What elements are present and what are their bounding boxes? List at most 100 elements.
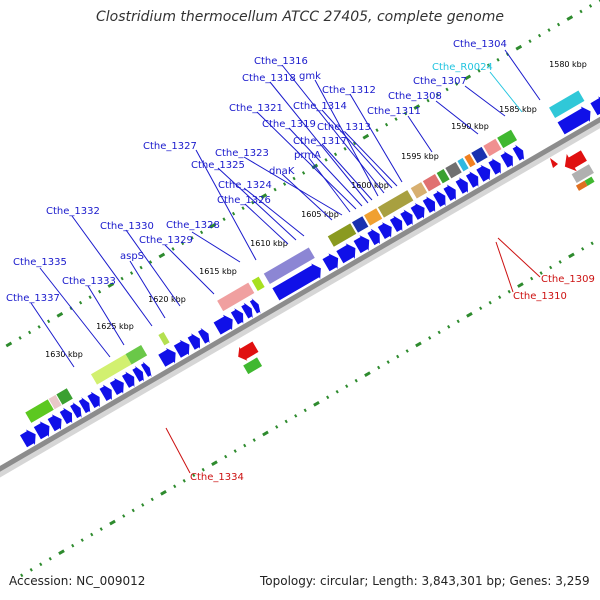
- forward-gene-arrow: [99, 384, 112, 402]
- ruler-outer-track: [0, 0, 600, 400]
- forward-gene-arrow: [422, 196, 436, 213]
- forward-gene-arrow: [272, 263, 321, 301]
- feature-box: [436, 168, 450, 184]
- forward-strand-genes: [20, 96, 600, 448]
- forward-gene-arrow: [410, 203, 425, 220]
- forward-gene-labels: Cthe_1304 Cthe_1307 Cthe_1308 Cthe_1311 …: [6, 39, 507, 304]
- ruler-label: 1610 kbp: [250, 239, 288, 248]
- reverse-gene-arrow: [550, 158, 558, 168]
- forward-gene-arrow: [230, 308, 244, 325]
- forward-gene-arrow: [367, 228, 380, 246]
- gene-label: Cthe_1332: [46, 206, 100, 217]
- gene-label: Cthe_1321: [229, 103, 283, 114]
- gene-label: Cthe_1313: [317, 122, 371, 133]
- gene-label: Cthe_1318: [242, 73, 296, 84]
- ruler-label: 1585 kbp: [499, 105, 537, 114]
- forward-gene-arrow: [241, 302, 253, 319]
- forward-gene-arrow: [590, 96, 600, 116]
- rna-label-leader: [489, 71, 523, 113]
- feature-box: [25, 399, 54, 423]
- forward-gene-arrow: [353, 235, 370, 254]
- gene-label: Cthe_1329: [139, 235, 193, 246]
- feature-box: [364, 208, 383, 226]
- gene-label: Cthe_1330: [100, 221, 154, 232]
- feature-box: [457, 157, 469, 172]
- feature-box: [48, 394, 62, 410]
- ruler-label: 1580 kbp: [549, 60, 587, 69]
- forward-gene-arrow: [141, 361, 152, 378]
- gene-label: Cthe_1314: [293, 101, 347, 112]
- backbone-shadow: [0, 83, 600, 494]
- forward-gene-arrow: [20, 429, 36, 448]
- forward-gene-arrow: [132, 366, 144, 382]
- gene-label: Cthe_1307: [413, 76, 467, 87]
- ruler-label: 1630 kbp: [45, 350, 83, 359]
- feature-box: [243, 357, 263, 375]
- gene-label: prmA: [294, 150, 321, 161]
- forward-gene-arrow: [322, 253, 339, 272]
- genome-summary-text: Topology: circular; Length: 3,843,301 bp…: [260, 574, 590, 588]
- gene-label: Cthe_1304: [453, 39, 507, 50]
- feature-box: [584, 176, 595, 186]
- gene-label: gmk: [299, 71, 321, 82]
- gene-label: aspS: [120, 251, 144, 262]
- forward-gene-arrow: [78, 397, 91, 414]
- feature-box: [90, 354, 132, 385]
- feature-box: [351, 216, 369, 233]
- forward-gene-arrow: [455, 177, 468, 194]
- ruler-label: 1625 kbp: [96, 322, 134, 331]
- forward-gene-arrow: [158, 347, 176, 367]
- ruler-label: 1595 kbp: [401, 152, 439, 161]
- reverse-strand-genes: [238, 150, 595, 375]
- feature-box: [483, 138, 502, 157]
- gene-label: Cthe_1317: [293, 136, 347, 147]
- reverse-gene-labels: Cthe_1309 Cthe_1310 Cthe_1334: [190, 274, 595, 483]
- forward-gene-arrow: [198, 327, 210, 344]
- forward-gene-arrow: [500, 151, 513, 168]
- feature-box: [571, 164, 594, 183]
- gene-label: Cthe_1337: [6, 293, 60, 304]
- forward-gene-arrow: [249, 298, 261, 314]
- feature-box: [549, 90, 585, 118]
- feature-box: [217, 282, 255, 312]
- feature-box: [377, 190, 414, 218]
- reverse-gene-arrow: [564, 150, 587, 172]
- forward-gene-arrow: [187, 333, 201, 350]
- accession-text: Accession: NC_009012: [9, 574, 146, 588]
- forward-gene-arrow: [377, 222, 392, 240]
- forward-gene-arrow: [336, 243, 356, 264]
- forward-gene-arrow: [59, 407, 73, 425]
- forward-gene-arrow: [33, 421, 50, 440]
- forward-gene-arrow: [121, 371, 135, 388]
- ruler-label: 1615 kbp: [199, 267, 237, 276]
- forward-gene-arrow: [400, 209, 413, 226]
- feature-box: [575, 180, 588, 191]
- gene-label: Cthe_1310: [513, 291, 567, 302]
- forward-gene-arrow: [512, 144, 525, 161]
- feature-box: [464, 153, 476, 168]
- ruler-inner-track: [20, 172, 600, 578]
- feature-box: [125, 345, 148, 365]
- ruler-label: 1605 kbp: [301, 210, 339, 219]
- gene-label: Cthe_1311: [367, 106, 421, 117]
- gene-label: Cthe_1327: [143, 141, 197, 152]
- feature-box: [445, 161, 462, 179]
- gene-label: Cthe_1312: [322, 85, 376, 96]
- feature-box: [422, 174, 441, 192]
- feature-box: [471, 146, 488, 164]
- feature-box: [497, 129, 518, 149]
- gene-label: Cthe_1333: [62, 276, 116, 287]
- ruler-labels: 1580 kbp 1585 kbp 1590 kbp 1595 kbp 1600…: [45, 60, 587, 359]
- ruler-label: 1590 kbp: [451, 122, 489, 131]
- rna-gene-label: Cthe_R0024: [432, 62, 493, 73]
- reverse-gene-arrow: [238, 341, 259, 361]
- gene-label: dnaK: [269, 166, 295, 177]
- gene-label: Cthe_1335: [13, 257, 67, 268]
- forward-gene-arrow: [87, 391, 100, 409]
- forward-gene-arrow: [476, 164, 491, 182]
- forward-gene-arrow: [465, 171, 479, 188]
- forward-gene-arrow: [47, 414, 62, 432]
- forward-gene-arrow: [173, 339, 190, 358]
- feature-box: [410, 182, 428, 199]
